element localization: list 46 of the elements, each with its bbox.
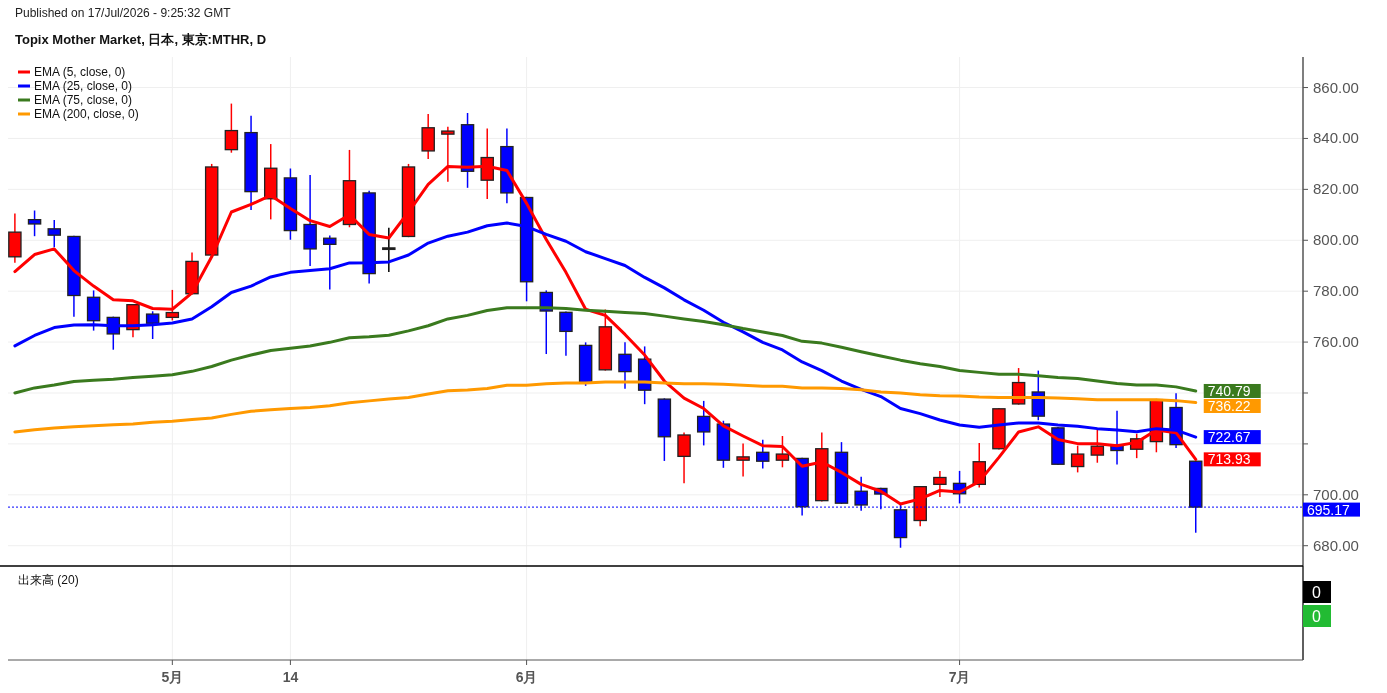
candlestick	[421, 114, 435, 160]
legend-label: EMA (5, close, 0)	[34, 65, 126, 79]
data-label: 722.67	[1207, 429, 1251, 446]
y-tick-label: 840.00	[1313, 129, 1359, 147]
x-tick-label: 7月	[948, 669, 971, 685]
line-series	[13, 380, 1198, 434]
candlestick	[559, 311, 573, 356]
data-label: 740.79	[1207, 382, 1251, 399]
legend-label: EMA (200, close, 0)	[34, 107, 139, 121]
candlestick	[86, 290, 101, 331]
data-label: 736.22	[1207, 397, 1251, 414]
candlestick	[677, 432, 691, 484]
data-label: 713.93	[1207, 451, 1251, 468]
candlestick	[618, 342, 632, 389]
candlestick	[775, 436, 790, 468]
text: Published on 17/Jul/2026 - 9:25:32 GMT	[15, 6, 232, 20]
y-tick-label: 700.00	[1313, 485, 1359, 503]
text: 出来高 (20)	[18, 573, 79, 587]
y-tick-label: 820.00	[1313, 180, 1359, 198]
candlestick	[145, 311, 160, 340]
candlestick	[165, 289, 180, 321]
y-tick-label: 800.00	[1313, 231, 1359, 249]
y-tick-label: 680.00	[1313, 536, 1359, 554]
x-tick-label: 14	[282, 669, 299, 685]
candlestick	[933, 470, 947, 498]
candlestick	[756, 439, 770, 469]
y-tick-label: 760.00	[1313, 333, 1359, 351]
candlestick	[736, 443, 750, 477]
text: 0	[1312, 608, 1321, 625]
candlestick	[27, 210, 42, 237]
y-tick-label: 860.00	[1313, 78, 1359, 96]
candlestick	[1070, 445, 1085, 473]
y-tick-label: 780.00	[1313, 282, 1359, 300]
x-tick-label: 5月	[161, 669, 184, 685]
chart-title: Topix Mother Market, 日本, 東京:MTHR, D	[15, 32, 267, 47]
candlestick	[382, 227, 396, 273]
candlestick	[696, 400, 711, 446]
legend-label: EMA (25, close, 0)	[34, 79, 133, 93]
candlestick	[224, 103, 239, 153]
candlestick	[1090, 429, 1105, 463]
ref-line-label: 695.17	[1307, 501, 1351, 518]
candlestick	[47, 219, 61, 248]
legend-label: EMA (75, close, 0)	[34, 93, 133, 107]
candlestick	[323, 235, 337, 290]
x-tick-label: 6月	[515, 669, 538, 685]
text: 0	[1312, 584, 1321, 601]
